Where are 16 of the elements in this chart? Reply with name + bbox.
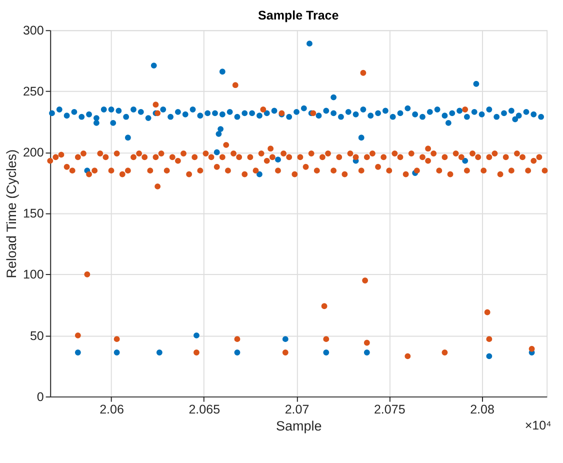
x-tick-label: 2.075 bbox=[374, 402, 406, 416]
x-tick-label: 2.065 bbox=[188, 402, 220, 416]
y-tick-label: 0 bbox=[36, 390, 44, 404]
y-tick-label: 300 bbox=[22, 23, 44, 38]
x-tick-label: 2.08 bbox=[470, 402, 494, 416]
y-tick-label: 250 bbox=[22, 84, 44, 99]
y-tick-label: 200 bbox=[22, 146, 44, 160]
text: ×10⁴ bbox=[524, 418, 552, 432]
y-tick-label: 150 bbox=[22, 206, 44, 221]
y-tick-label: 100 bbox=[22, 268, 44, 282]
chart-title: Sample Trace bbox=[258, 8, 339, 23]
y-tick-label: 50 bbox=[30, 328, 44, 343]
x-tick-label: 2.07 bbox=[284, 402, 310, 416]
y-axis-title: Reload Time (Cycles) bbox=[4, 149, 20, 278]
x-tick-label: 2.06 bbox=[100, 402, 124, 416]
x-axis-title: Sample bbox=[276, 418, 322, 434]
